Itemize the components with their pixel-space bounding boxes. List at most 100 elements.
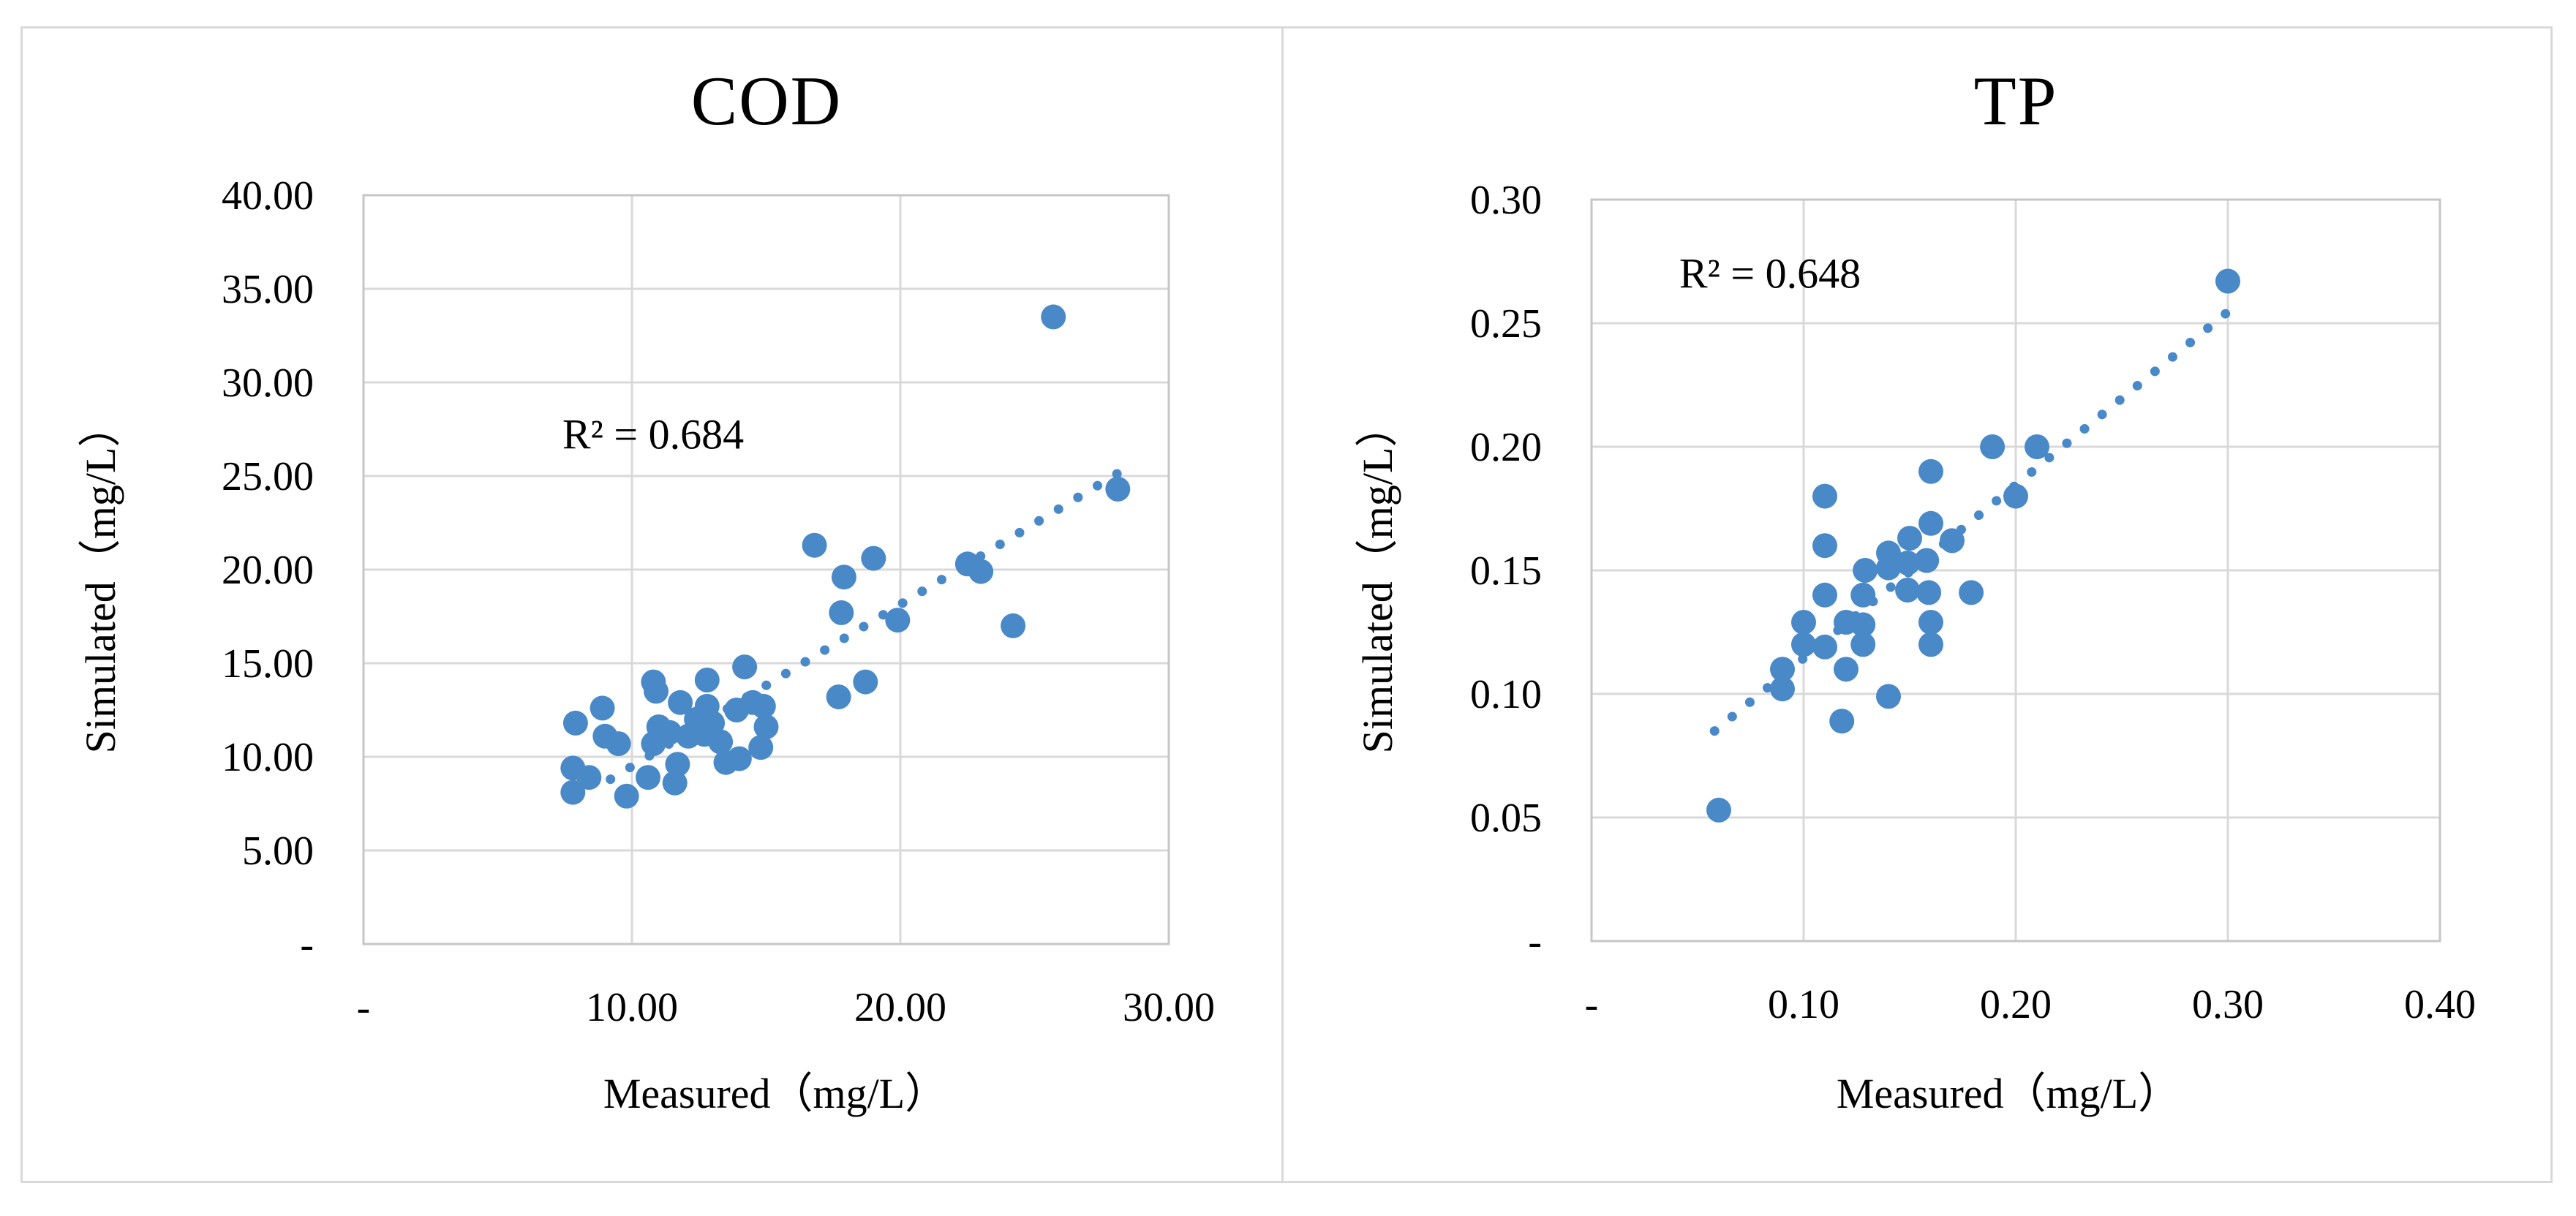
x-tick-label: 0.10 xyxy=(1768,982,1839,1027)
y-tick-label: 0.20 xyxy=(1470,425,1542,470)
y-tick-label: - xyxy=(300,922,314,967)
data-point xyxy=(1918,458,1943,484)
data-point xyxy=(694,668,720,692)
data-point xyxy=(590,695,615,721)
x-tick-label: 20.00 xyxy=(854,985,946,1030)
data-point xyxy=(1812,582,1837,608)
data-point xyxy=(1791,610,1816,635)
data-point xyxy=(861,545,886,571)
y-tick-label: 0.15 xyxy=(1470,548,1542,594)
data-point xyxy=(1876,684,1901,709)
data-point xyxy=(1959,580,1984,605)
trendline xyxy=(1709,303,2237,736)
x-tick-label: 0.40 xyxy=(2404,982,2476,1027)
data-point xyxy=(614,783,639,809)
y-tick-label: 0.10 xyxy=(1470,672,1542,717)
data-point xyxy=(968,559,994,584)
plot-area-border xyxy=(1590,198,2441,943)
data-point xyxy=(665,752,690,777)
data-point xyxy=(1850,632,1876,657)
data-point xyxy=(1001,613,1026,638)
data-point xyxy=(750,693,776,719)
data-point xyxy=(732,654,758,680)
data-point xyxy=(606,731,631,757)
data-point xyxy=(1916,580,1942,605)
data-point xyxy=(748,735,774,760)
data-point xyxy=(636,765,660,790)
cod-r2-label: R² = 0.684 xyxy=(562,410,745,458)
data-point xyxy=(802,532,827,558)
x-tick-label: 10.00 xyxy=(586,985,678,1030)
data-point xyxy=(1770,657,1795,682)
tp-chart-title: TP xyxy=(1973,62,2058,140)
cod-chart-title: COD xyxy=(690,62,843,140)
data-point xyxy=(657,720,682,745)
data-point xyxy=(1853,558,1878,583)
data-point xyxy=(1897,526,1922,551)
trendline xyxy=(606,464,1131,785)
data-point xyxy=(1041,304,1066,330)
data-point xyxy=(753,714,779,739)
x-tick-label: 30.00 xyxy=(1123,985,1215,1030)
tp-r2-label: R² = 0.648 xyxy=(1679,249,1861,298)
cod-x-axis-title: Measured（mg/L） xyxy=(603,1070,948,1117)
data-point xyxy=(826,684,851,710)
plot-area-border xyxy=(362,194,1170,945)
data-point xyxy=(1850,612,1876,638)
data-point xyxy=(1812,483,1837,509)
y-tick-label: 40.00 xyxy=(222,173,314,219)
data-point xyxy=(1770,676,1795,702)
y-tick-label: 30.00 xyxy=(222,360,314,406)
data-point xyxy=(576,765,602,790)
data-point xyxy=(1812,533,1837,559)
figure-frame xyxy=(20,26,2553,1183)
y-tick-label: 5.00 xyxy=(242,828,314,874)
tp-y-axis-title: Simulated（mg/L） xyxy=(1354,404,1401,754)
x-tick-label: - xyxy=(357,985,371,1030)
y-tick-label: 35.00 xyxy=(222,267,314,312)
y-tick-label: 0.05 xyxy=(1470,796,1542,841)
data-point xyxy=(662,770,688,796)
data-point xyxy=(853,669,878,695)
data-point xyxy=(562,710,588,736)
data-point xyxy=(1940,528,1965,554)
x-tick-label: 0.20 xyxy=(1980,982,2052,1027)
data-point xyxy=(560,779,586,805)
y-tick-label: - xyxy=(1528,919,1542,964)
data-point xyxy=(1105,476,1131,502)
data-point xyxy=(831,564,856,590)
cod-y-axis-title: Simulated（mg/L） xyxy=(77,404,124,754)
data-point xyxy=(1834,657,1858,682)
data-point xyxy=(1791,632,1816,657)
tp-x-axis-title: Measured（mg/L） xyxy=(1836,1070,2181,1117)
data-point xyxy=(1850,582,1876,608)
data-point xyxy=(668,690,693,715)
x-tick-label: 0.30 xyxy=(2192,982,2264,1027)
data-point xyxy=(2025,434,2049,459)
y-tick-label: 15.00 xyxy=(222,641,314,687)
data-point xyxy=(700,710,726,736)
data-point xyxy=(708,729,734,755)
y-tick-label: 20.00 xyxy=(222,548,314,593)
data-point xyxy=(2003,483,2028,509)
data-point xyxy=(1895,578,1921,603)
data-point xyxy=(1876,555,1901,581)
data-point xyxy=(1918,632,1943,657)
data-point xyxy=(644,679,669,704)
data-point xyxy=(1812,634,1837,660)
y-tick-label: 0.25 xyxy=(1470,301,1542,347)
data-point xyxy=(1895,550,1921,575)
data-point xyxy=(1706,797,1731,823)
data-point xyxy=(1980,434,2006,459)
data-point xyxy=(1914,548,1940,573)
data-point xyxy=(2215,268,2240,294)
panel-divider xyxy=(1281,26,1284,1183)
y-tick-label: 0.30 xyxy=(1470,178,1542,223)
data-point xyxy=(1918,610,1943,635)
data-point xyxy=(829,600,854,625)
data-point xyxy=(726,746,752,771)
data-point xyxy=(1918,510,1943,536)
data-point xyxy=(1829,709,1855,734)
data-point xyxy=(885,608,911,633)
